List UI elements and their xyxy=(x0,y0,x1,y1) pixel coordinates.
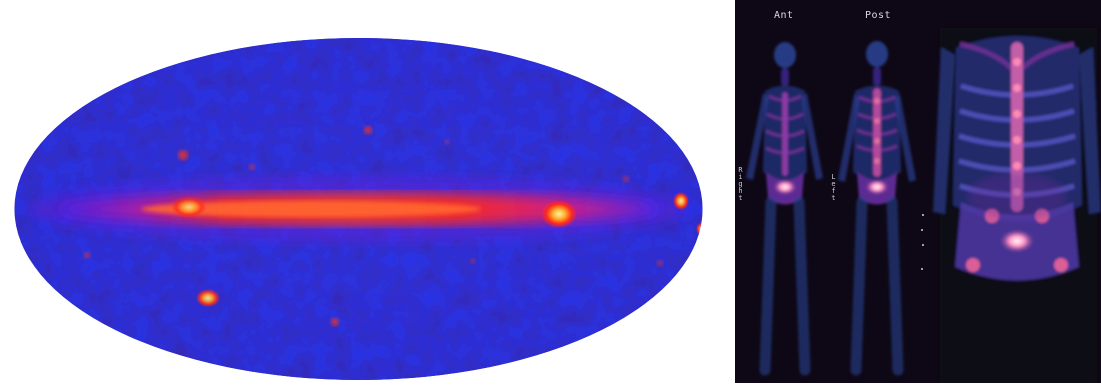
bone-scan-panel: Ant Post Right Left xyxy=(735,0,1101,383)
sky-source xyxy=(249,164,255,170)
scan-marker-dot xyxy=(921,229,923,231)
galactic-core-band xyxy=(141,201,481,217)
scan-marker-dot xyxy=(922,244,924,246)
all-sky-map xyxy=(5,35,712,383)
anterior-label: Ant xyxy=(774,10,794,21)
sky-source xyxy=(364,126,372,134)
sky-ellipse xyxy=(14,38,703,380)
sky-source xyxy=(178,150,188,160)
sky-source xyxy=(657,260,663,266)
bright-source xyxy=(673,192,689,210)
sky-source xyxy=(84,252,90,258)
bright-source xyxy=(171,196,207,218)
bone-scan-svg xyxy=(735,0,1101,383)
anterior-skeleton xyxy=(746,42,823,376)
sky-source xyxy=(331,318,339,326)
right-side-label: Right xyxy=(738,166,743,202)
sky-source xyxy=(470,258,476,264)
bright-source xyxy=(196,289,220,307)
sky-source xyxy=(444,139,450,145)
zoomed-skeleton xyxy=(933,28,1101,383)
posterior-label: Post xyxy=(865,10,892,21)
scan-marker-dot xyxy=(921,268,923,270)
sky-source xyxy=(623,176,629,182)
bright-source xyxy=(541,200,577,228)
posterior-skeleton xyxy=(838,41,916,376)
all-sky-map-svg xyxy=(14,38,703,380)
left-side-label: Left xyxy=(831,173,836,202)
scan-marker-dot xyxy=(922,214,924,216)
bright-source xyxy=(696,222,703,236)
